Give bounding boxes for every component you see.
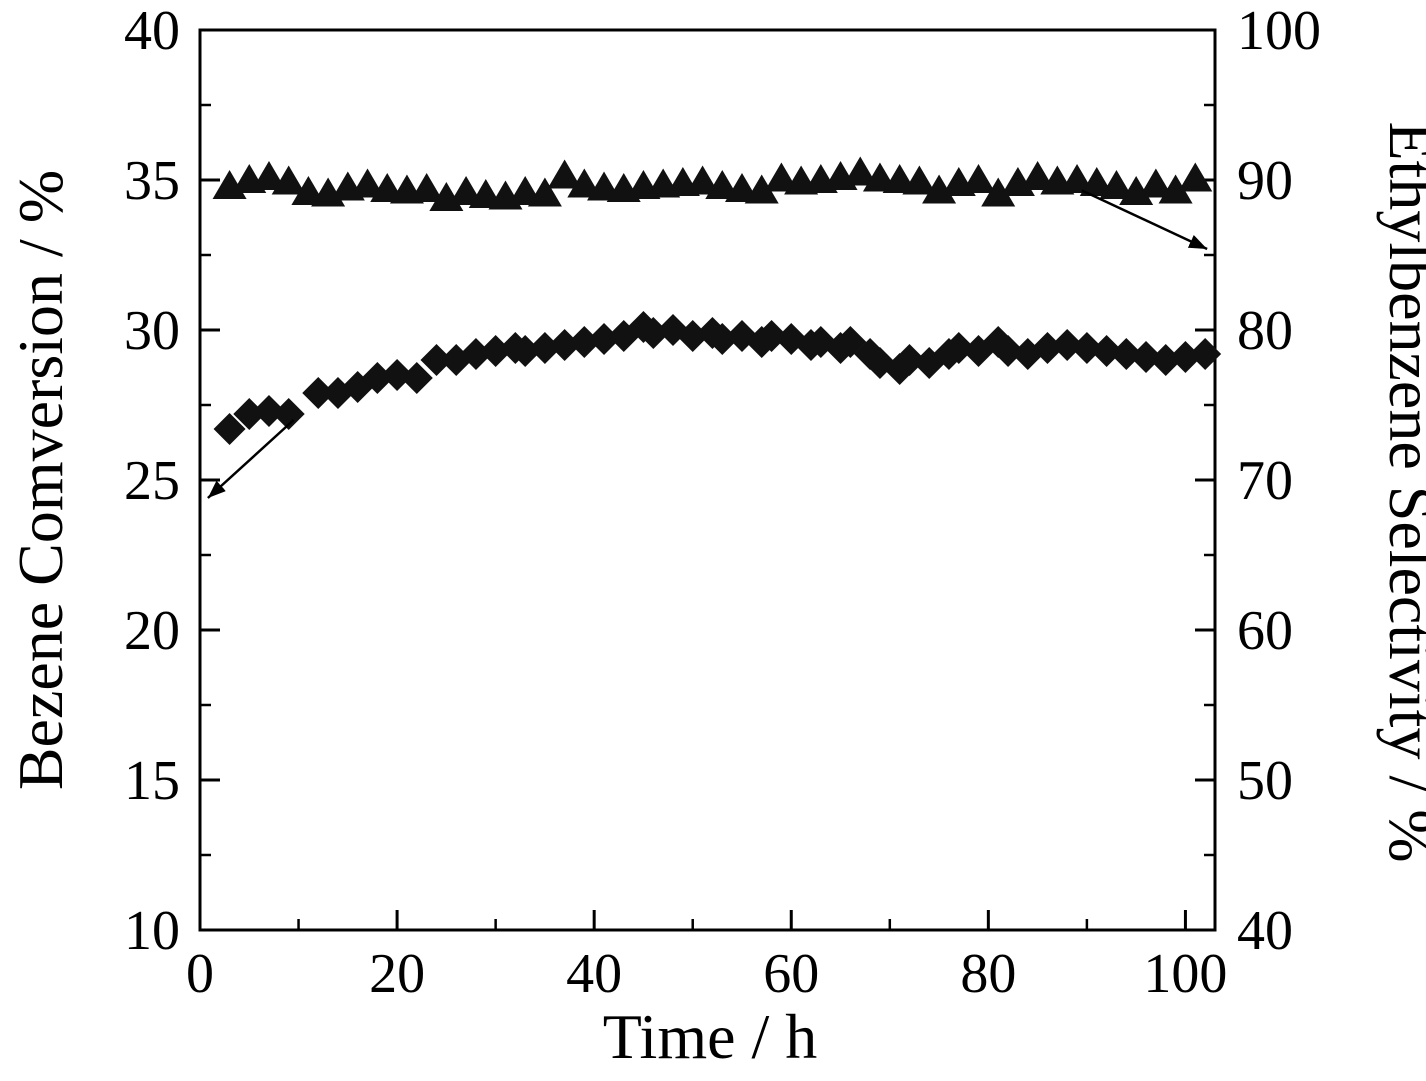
diamond-marker-icon: [302, 377, 335, 409]
x-tick-label: 20: [369, 943, 425, 1005]
diamond-marker-icon: [1070, 332, 1103, 364]
y-left-tick-label: 25: [124, 450, 180, 512]
diamond-marker-icon: [1110, 338, 1143, 370]
plot-area: 0 20 40 60 80 100 10 15 20 25 30 35 40 40 50 60 70 80 90 10…: [124, 0, 1321, 1005]
triangle-marker-icon: [271, 165, 306, 195]
diamond-marker-icon: [548, 329, 581, 361]
triangle-marker-icon: [527, 177, 562, 207]
triangle-marker-icon: [1119, 176, 1154, 205]
diamond-marker-icon: [459, 338, 492, 370]
y-left-tick-label: 10: [124, 900, 180, 962]
y-left-tick-label: 35: [124, 150, 180, 212]
x-tick-label: 60: [763, 943, 819, 1005]
triangle-marker-icon: [961, 164, 996, 193]
diamond-marker-icon: [942, 332, 975, 364]
diamond-marker-icon: [1051, 329, 1084, 361]
y-left-tick-label: 15: [124, 750, 180, 812]
diamond-marker-icon: [381, 359, 414, 391]
triangle-marker-icon: [705, 170, 740, 199]
diamond-marker-icon: [893, 344, 926, 376]
triangle-marker-icon: [1079, 167, 1114, 196]
triangle-marker-icon: [547, 159, 582, 189]
diamond-marker-icon: [213, 413, 246, 445]
series-benzene-conversion: [213, 311, 1222, 445]
selectivity-axis-arrow: [1081, 189, 1208, 251]
triangle-marker-icon: [843, 156, 878, 186]
x-tick-label: 40: [566, 943, 622, 1005]
triangle-marker-icon: [764, 162, 799, 192]
diamond-marker-icon: [706, 323, 739, 355]
diamond-marker-icon: [528, 332, 561, 364]
diamond-marker-icon: [1090, 335, 1123, 367]
diamond-marker-icon: [420, 344, 453, 376]
diamond-marker-icon: [1031, 332, 1064, 364]
diamond-marker-icon: [676, 320, 709, 352]
x-tick-label: 100: [1143, 943, 1227, 1005]
diamond-marker-icon: [568, 326, 601, 358]
series-ethylbenzene-selectivity: [212, 156, 1213, 211]
x-axis-title: Time / h: [603, 1001, 818, 1072]
triangle-marker-icon: [251, 161, 286, 190]
right-axis-title: Ethylbenzene Selectivity / %: [1376, 121, 1426, 862]
x-tick-label: 0: [186, 943, 214, 1005]
diamond-marker-icon: [1149, 344, 1182, 376]
diamond-marker-icon: [588, 323, 621, 355]
triangle-marker-icon: [1158, 174, 1193, 204]
diamond-marker-icon: [1169, 341, 1202, 373]
triangle-marker-icon: [685, 165, 720, 195]
diamond-marker-icon: [400, 362, 433, 394]
triangle-marker-icon: [409, 173, 444, 202]
triangle-marker-icon: [744, 174, 779, 204]
y-left-tick-label: 20: [124, 600, 180, 662]
triangle-marker-icon: [1099, 170, 1134, 199]
triangle-marker-icon: [1060, 164, 1095, 193]
triangle-marker-icon: [1178, 162, 1213, 192]
y-right-tick-label: 50: [1237, 750, 1293, 812]
y-left-tick-label: 40: [124, 0, 180, 62]
y-right-tick-label: 70: [1237, 450, 1293, 512]
y-right-tick-label: 100: [1237, 0, 1321, 62]
y-right-tick-label: 60: [1237, 600, 1293, 662]
diamond-marker-icon: [479, 335, 512, 367]
diamond-marker-icon: [361, 362, 394, 394]
triangle-marker-icon: [902, 165, 937, 195]
triangle-marker-icon: [1138, 168, 1173, 198]
x-tick-label: 80: [960, 943, 1016, 1005]
diamond-marker-icon: [1189, 338, 1222, 370]
plot-frame: [198, 28, 1217, 932]
triangle-marker-icon: [449, 176, 484, 205]
conversion-axis-arrow: [207, 419, 295, 499]
diamond-marker-icon: [272, 398, 305, 430]
diamond-marker-icon: [637, 317, 670, 349]
triangle-marker-icon: [1020, 161, 1055, 190]
diamond-marker-icon: [252, 395, 285, 427]
diamond-marker-icon: [755, 320, 788, 352]
triangle-marker-icon: [981, 177, 1016, 207]
y-right-tick-label: 40: [1237, 900, 1293, 962]
diamond-marker-icon: [1130, 341, 1163, 373]
triangle-marker-icon: [922, 174, 957, 204]
y-left-tick-label: 30: [124, 300, 180, 362]
diamond-marker-icon: [233, 398, 266, 430]
y-right-tick-label: 90: [1237, 150, 1293, 212]
y-right-tick-label: 80: [1237, 300, 1293, 362]
diamond-marker-icon: [992, 335, 1025, 367]
triangle-marker-icon: [350, 168, 385, 198]
diamond-marker-icon: [509, 335, 542, 367]
left-axis-title: Bezene Comversion / %: [5, 170, 76, 790]
triangle-marker-icon: [567, 168, 602, 198]
